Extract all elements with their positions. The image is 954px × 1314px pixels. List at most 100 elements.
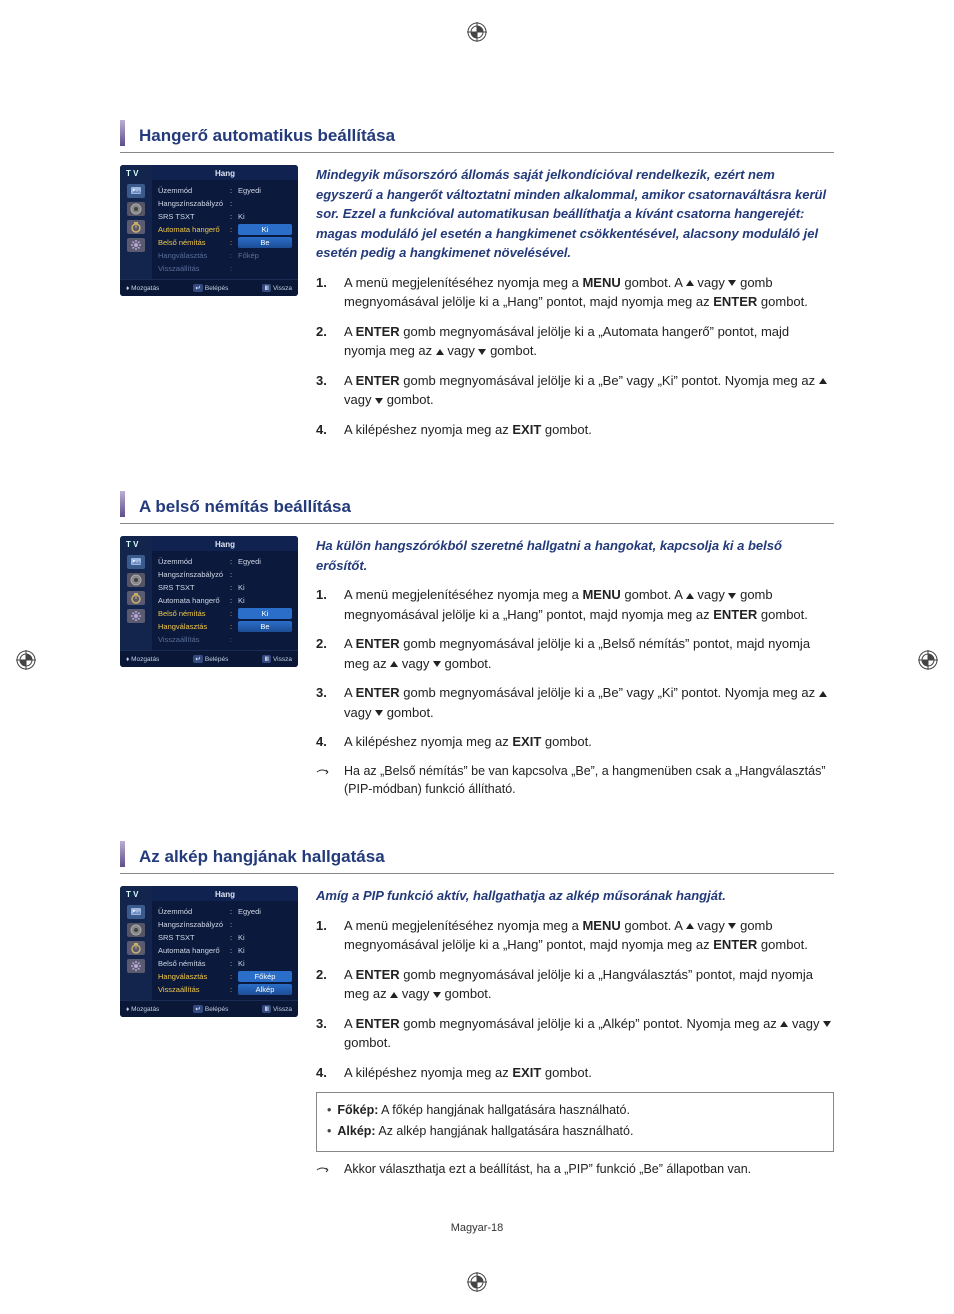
up-arrow-icon (686, 280, 694, 286)
menu-row-label: Belső némítás (158, 959, 228, 968)
menu-tv-label: T V (120, 886, 152, 901)
note-arrow-icon (316, 762, 334, 800)
menu-row-value: Ki (234, 946, 292, 955)
menu-row-label: Belső némítás (158, 609, 228, 618)
down-arrow-icon (375, 398, 383, 404)
up-arrow-icon (686, 923, 694, 929)
menu-row-label: SRS TSXT (158, 212, 228, 221)
timer-icon (127, 220, 145, 234)
note-text: Akkor választhatja ezt a beállítást, ha … (344, 1160, 751, 1181)
menu-row-label: Hangszínszabályzó (158, 570, 228, 579)
menu-row-label: Üzemmód (158, 557, 228, 566)
menu-row-value: Ki (234, 596, 292, 605)
heading-rule (120, 523, 834, 524)
menu-row: Üzemmód : Egyedi (158, 555, 292, 568)
menu-footer: ♦ Mozgatás ↵Belépés ⅢVissza (120, 1000, 298, 1017)
menu-footer: ♦ Mozgatás ↵Belépés ⅢVissza (120, 279, 298, 296)
step-item: A menü megjelenítéséhez nyomja meg a MEN… (316, 273, 834, 312)
step-item: A ENTER gomb megnyomásával jelölje ki a … (316, 322, 834, 361)
menu-row-label: Hangszínszabályzó (158, 199, 228, 208)
menu-rows: Üzemmód : Egyedi Hangszínszabályzó : SRS… (152, 180, 298, 279)
menu-row-label: Automata hangerő (158, 946, 228, 955)
menu-row-label: SRS TSXT (158, 933, 228, 942)
step-item: A kilépéshez nyomja meg az EXIT gombot. (316, 732, 834, 752)
section: Az alkép hangjának hallgatása T V Hang Ü… (120, 841, 834, 1180)
menu-icon-column (120, 180, 152, 279)
tv-menu-screenshot: T V Hang Üzemmód : Egyedi Hangszínszabál… (120, 165, 298, 296)
up-arrow-icon (436, 349, 444, 355)
heading-rule (120, 873, 834, 874)
menu-row-label: Automata hangerő (158, 225, 228, 234)
note-row: Akkor választhatja ezt a beállítást, ha … (316, 1160, 834, 1181)
menu-title: Hang (152, 165, 298, 180)
note-text: Ha az „Belső némítás” be van kapcsolva „… (344, 762, 834, 800)
menu-row-value: Ki (234, 959, 292, 968)
step-item: A ENTER gomb megnyomásával jelölje ki a … (316, 371, 834, 410)
down-arrow-icon (728, 923, 736, 929)
menu-row: SRS TSXT : Ki (158, 581, 292, 594)
heading-rule (120, 152, 834, 153)
heading-accent-bar (120, 491, 125, 517)
menu-footer: ♦ Mozgatás ↵Belépés ⅢVissza (120, 650, 298, 667)
section: Hangerő automatikus beállítása T V Hang … (120, 120, 834, 449)
menu-row-value: Ki (238, 224, 292, 235)
note-arrow-icon (316, 1160, 334, 1181)
down-arrow-icon (728, 593, 736, 599)
menu-row-value: Ki (234, 933, 292, 942)
section: A belső némítás beállítása T V Hang Üzem… (120, 491, 834, 799)
menu-row: Visszaállítás : Alkép (158, 983, 292, 996)
section-heading: Az alkép hangjának hallgatása (139, 847, 385, 867)
picture-icon (127, 905, 145, 919)
info-bullet: Alkép: Az alkép hangjának hallgatására h… (327, 1122, 823, 1141)
down-arrow-icon (375, 710, 383, 716)
steps-list: A menü megjelenítéséhez nyomja meg a MEN… (316, 916, 834, 1083)
step-item: A kilépéshez nyomja meg az EXIT gombot. (316, 420, 834, 440)
menu-footer-enter: ↵Belépés (193, 655, 228, 663)
note-row: Ha az „Belső némítás” be van kapcsolva „… (316, 762, 834, 800)
heading-accent-bar (120, 841, 125, 867)
menu-row-value: Főkép (238, 971, 292, 982)
menu-row-value: Egyedi (234, 557, 292, 566)
up-arrow-icon (390, 992, 398, 998)
menu-row: Üzemmód : Egyedi (158, 184, 292, 197)
up-arrow-icon (686, 593, 694, 599)
menu-row-value: Egyedi (234, 907, 292, 916)
down-arrow-icon (823, 1021, 831, 1027)
menu-row: Üzemmód : Egyedi (158, 905, 292, 918)
up-arrow-icon (819, 691, 827, 697)
page-content: Hangerő automatikus beállítása T V Hang … (0, 0, 954, 1314)
menu-row: Visszaállítás : (158, 262, 292, 275)
menu-row-value: Főkép (234, 251, 292, 260)
section-intro: Mindegyik műsorszóró állomás saját jelko… (316, 165, 834, 263)
steps-list: A menü megjelenítéséhez nyomja meg a MEN… (316, 273, 834, 440)
sound-icon (127, 923, 145, 937)
down-arrow-icon (478, 349, 486, 355)
menu-row: Belső némítás : Ki (158, 607, 292, 620)
step-item: A kilépéshez nyomja meg az EXIT gombot. (316, 1063, 834, 1083)
menu-row-label: Automata hangerő (158, 596, 228, 605)
menu-icon-column (120, 901, 152, 1000)
menu-row-label: Visszaállítás (158, 264, 228, 273)
step-item: A menü megjelenítéséhez nyomja meg a MEN… (316, 916, 834, 955)
sound-icon (127, 573, 145, 587)
down-arrow-icon (433, 661, 441, 667)
menu-row: Hangválasztás : Főkép (158, 970, 292, 983)
timer-icon (127, 591, 145, 605)
menu-footer-move: ♦ Mozgatás (126, 1005, 159, 1013)
page-footer: Magyar-18 (120, 1222, 834, 1234)
menu-footer-move: ♦ Mozgatás (126, 284, 159, 292)
menu-row-value: Ki (238, 608, 292, 619)
menu-row: Belső némítás : Ki (158, 957, 292, 970)
step-item: A ENTER gomb megnyomásával jelölje ki a … (316, 683, 834, 722)
menu-row-value: Alkép (238, 984, 292, 995)
menu-row: Belső némítás : Be (158, 236, 292, 249)
step-item: A ENTER gomb megnyomásával jelölje ki a … (316, 965, 834, 1004)
picture-icon (127, 555, 145, 569)
menu-footer-back: ⅢVissza (262, 655, 292, 663)
menu-footer-enter: ↵Belépés (193, 1005, 228, 1013)
section-heading: A belső némítás beállítása (139, 497, 351, 517)
menu-tv-label: T V (120, 165, 152, 180)
menu-rows: Üzemmód : Egyedi Hangszínszabályzó : SRS… (152, 551, 298, 650)
info-bullet: Főkép: A főkép hangjának hallgatására ha… (327, 1101, 823, 1120)
up-arrow-icon (390, 661, 398, 667)
